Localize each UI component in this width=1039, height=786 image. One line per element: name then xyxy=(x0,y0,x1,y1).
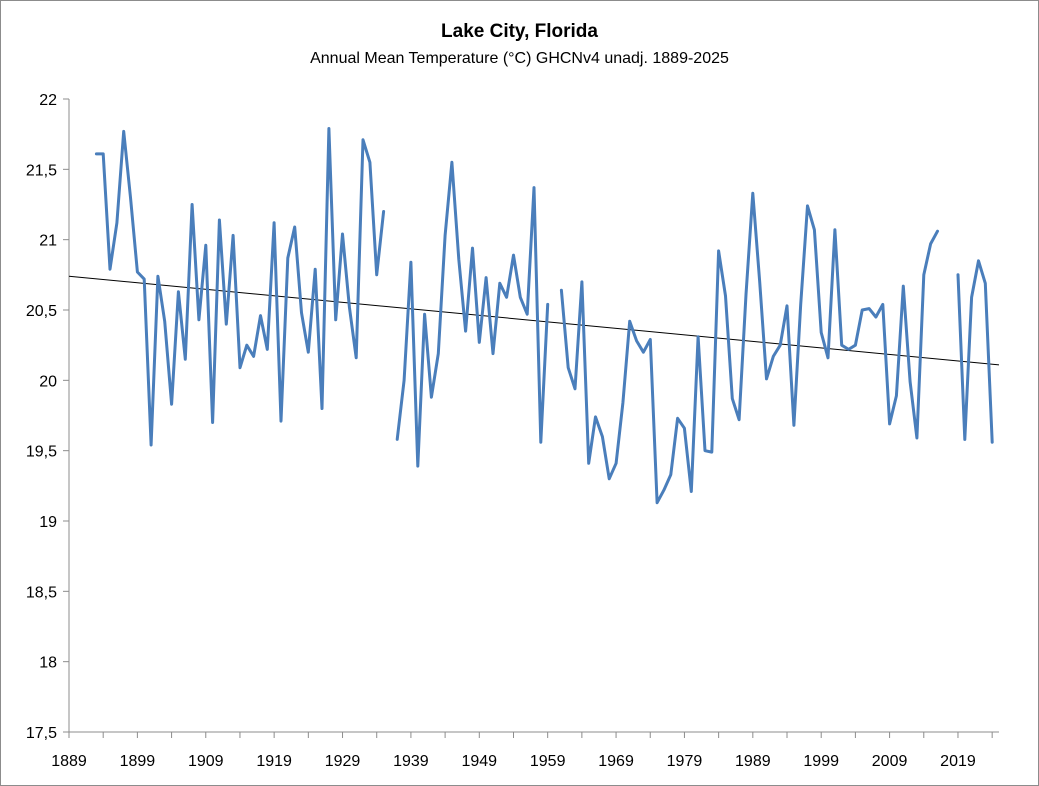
x-tick-label: 1939 xyxy=(393,753,429,770)
x-tick-label: 1899 xyxy=(120,753,156,770)
series-layer xyxy=(94,127,994,505)
x-tick-label: 2019 xyxy=(940,753,976,770)
y-tick-label: 17,5 xyxy=(26,725,57,742)
x-tick-label: 1929 xyxy=(325,753,361,770)
chart-subtitle: Annual Mean Temperature (°C) GHCNv4 unad… xyxy=(310,50,729,67)
x-axis-labels: 1889 1899 1909 1919 1929 1939 1949 1959 1969 1979… xyxy=(51,753,976,770)
axes xyxy=(63,98,999,738)
x-tick-label: 1889 xyxy=(51,753,87,770)
series-line-segment xyxy=(395,160,550,468)
x-tick-label: 1989 xyxy=(735,753,771,770)
x-tick-label: 2009 xyxy=(872,753,908,770)
x-tick-label: 1919 xyxy=(256,753,292,770)
y-tick-label: 21 xyxy=(39,233,57,250)
x-tick-label: 1909 xyxy=(188,753,224,770)
y-tick-label: 18,5 xyxy=(26,584,57,601)
y-tick-label: 19,5 xyxy=(26,444,57,461)
y-tick-label: 20 xyxy=(39,373,57,390)
series-line-segment xyxy=(956,259,994,444)
series-line-segment xyxy=(559,191,939,505)
y-tick-label: 21,5 xyxy=(26,162,57,179)
x-tick-label: 1949 xyxy=(461,753,497,770)
x-tick-label: 1969 xyxy=(598,753,634,770)
x-tick-label: 1999 xyxy=(803,753,839,770)
x-tick-label: 1959 xyxy=(530,753,566,770)
chart-title: Lake City, Florida xyxy=(441,21,598,42)
y-tick-label: 22 xyxy=(39,92,57,109)
y-tick-label: 19 xyxy=(39,514,57,531)
x-tick-label: 1979 xyxy=(667,753,703,770)
y-tick-label: 18 xyxy=(39,655,57,672)
y-tick-label: 20,5 xyxy=(26,303,57,320)
y-axis-labels: 17,5 18 18,5 19 19,5 20 20,5 21 21,5 22 xyxy=(26,92,57,742)
series-line-segment xyxy=(94,127,386,447)
